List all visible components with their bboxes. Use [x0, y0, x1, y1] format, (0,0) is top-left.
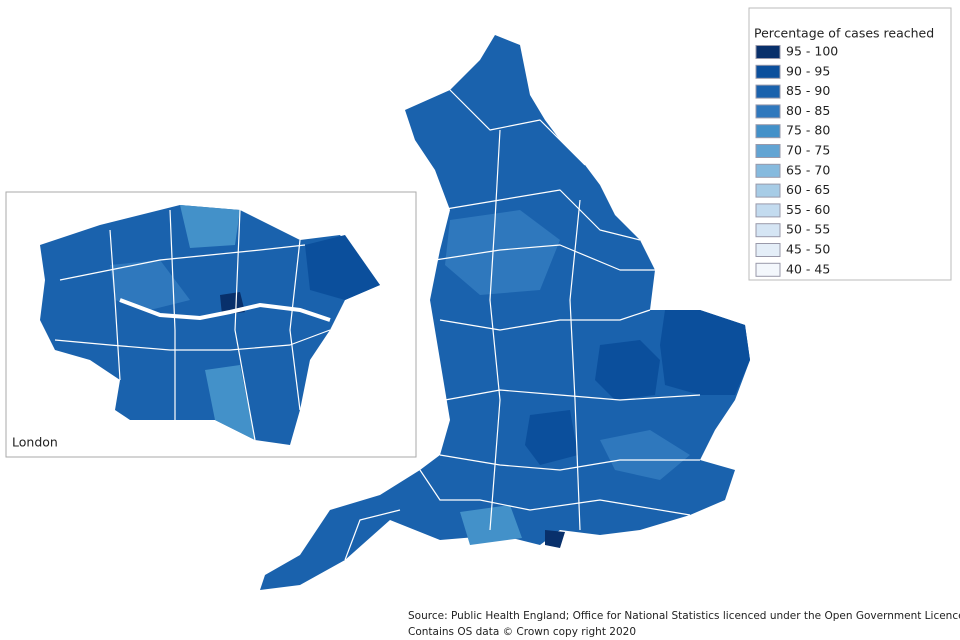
legend-swatch	[755, 183, 781, 198]
legend-label: 40 - 45	[786, 261, 830, 276]
borough-border	[234, 209, 256, 441]
legend-label: 75 - 80	[786, 123, 830, 138]
legend: Percentage of cases reached 95 - 100 90 -…	[748, 7, 952, 281]
region-dark	[595, 340, 660, 400]
region-border	[439, 454, 700, 471]
legend-swatch	[755, 223, 781, 238]
legend-swatch	[755, 203, 781, 218]
legend-swatch	[755, 243, 781, 257]
legend-swatch	[755, 64, 781, 79]
legend-label: 95 - 100	[786, 44, 838, 59]
region-border	[419, 469, 691, 516]
borough-light	[110, 260, 190, 310]
region-border	[449, 89, 586, 166]
legend-frame	[748, 7, 952, 281]
region-border	[434, 244, 655, 271]
legend-swatch	[755, 144, 781, 158]
legend-label: 70 - 75	[786, 143, 830, 158]
london-inset: London	[5, 191, 417, 458]
region-dark	[660, 310, 750, 395]
legend-label: 80 - 85	[786, 103, 830, 118]
inset-label: London	[12, 435, 58, 450]
borough-border	[54, 329, 331, 351]
legend-label: 60 - 65	[786, 182, 830, 197]
legend-label: 55 - 60	[786, 202, 830, 217]
borough-border	[59, 244, 306, 281]
legend-swatch	[755, 84, 781, 99]
borough-border	[109, 229, 121, 381]
region-light	[460, 505, 522, 545]
region-border	[344, 509, 401, 561]
region-dark	[525, 410, 578, 465]
region-dark	[545, 530, 565, 548]
borough-border	[289, 239, 301, 411]
legend-swatch	[755, 262, 781, 277]
legend-swatch	[755, 104, 781, 119]
region-mid	[600, 430, 690, 480]
legend-label: 90 - 95	[786, 63, 830, 78]
region-border	[444, 389, 701, 401]
borough-border	[169, 209, 176, 420]
legend-swatch	[755, 163, 781, 178]
region-mid	[445, 210, 560, 295]
borough-light	[180, 205, 240, 248]
legend-label: 45 - 50	[786, 242, 830, 257]
region-border	[489, 129, 501, 531]
legend-label: 85 - 90	[786, 83, 830, 98]
legend-swatch	[755, 124, 781, 139]
source-line: Contains OS data © Crown copy right 2020	[408, 626, 636, 638]
river	[119, 298, 331, 322]
legend-swatch	[755, 45, 781, 59]
borough-dark	[305, 235, 380, 300]
borough-light	[205, 365, 255, 440]
region-border	[569, 199, 581, 531]
legend-title: Percentage of cases reached	[754, 26, 934, 41]
region-border	[439, 309, 651, 331]
region-border	[439, 189, 641, 241]
legend-label: 65 - 70	[786, 162, 830, 177]
england-map	[260, 35, 750, 590]
source-line: Source: Public Health England; Office fo…	[408, 610, 960, 622]
legend-label: 50 - 55	[786, 222, 830, 237]
